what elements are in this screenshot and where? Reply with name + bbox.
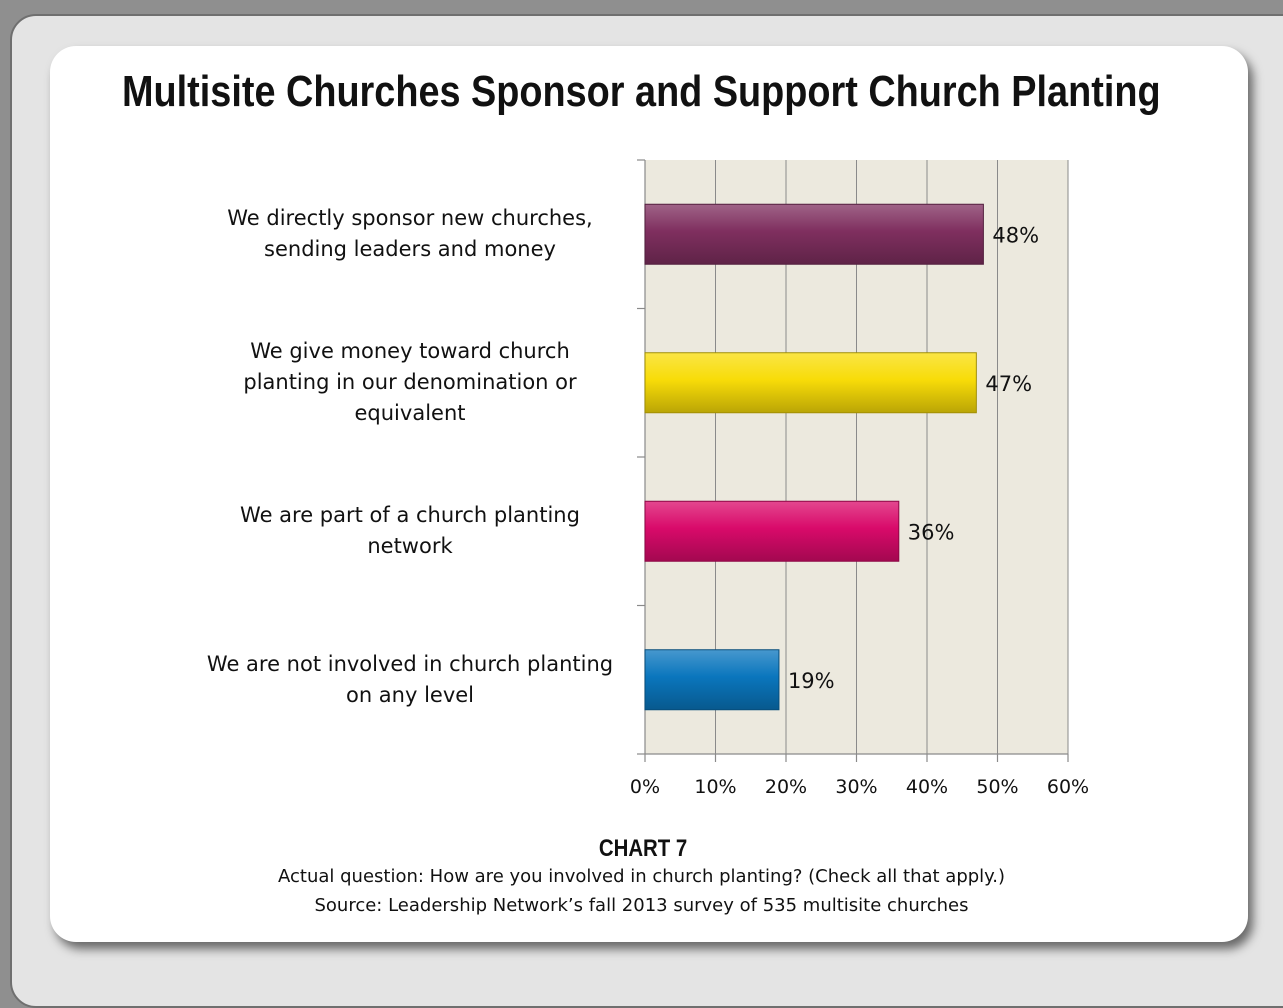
category-label-line: We are part of a church planting [240, 503, 580, 528]
category-label-line: on any level [345, 682, 475, 707]
data-label: 47% [985, 372, 1032, 396]
category-label-line: We give money toward church [250, 339, 570, 364]
x-tick-label: 60% [1047, 776, 1089, 798]
bar [644, 203, 984, 265]
category-label-line: equivalent [354, 401, 466, 426]
x-tick-label: 30% [835, 776, 877, 798]
bar [644, 649, 780, 711]
bar [644, 352, 977, 414]
data-label: 48% [992, 223, 1039, 247]
x-tick-label: 20% [765, 776, 807, 798]
category-label: We directly sponsor new churches, sending… [200, 203, 620, 265]
x-tick-label: 0% [630, 776, 660, 798]
data-label: 36% [908, 520, 955, 544]
bar-chart: 48% 47% 36% 19% 0% 10% 20% 30% 40% 50% 60% [630, 159, 1089, 798]
chart-source: Source: Leadership Network’s fall 2013 s… [314, 895, 969, 916]
category-label-line: sending leaders and money [264, 237, 556, 262]
x-tick-label: 50% [976, 776, 1018, 798]
category-label-line: We are not involved in church planting [206, 651, 614, 676]
bar [644, 500, 900, 562]
x-tick-label: 40% [906, 776, 948, 798]
category-label: We are not involved in church planting on… [200, 649, 620, 711]
category-label-line: We directly sponsor new churches, [227, 206, 593, 231]
category-label-line: planting in our denomination or [243, 370, 577, 395]
data-label: 19% [788, 669, 835, 693]
x-tick-label: 10% [694, 776, 736, 798]
chart-question: Actual question: How are you involved in… [278, 866, 1005, 887]
chart-title: Multisite Churches Sponsor and Support C… [122, 67, 1161, 116]
chart-number: CHART 7 [598, 835, 688, 862]
category-label: We are part of a church planting network [200, 500, 620, 562]
category-label-line: network [367, 534, 453, 559]
category-label: We give money toward church planting in o… [200, 336, 620, 429]
